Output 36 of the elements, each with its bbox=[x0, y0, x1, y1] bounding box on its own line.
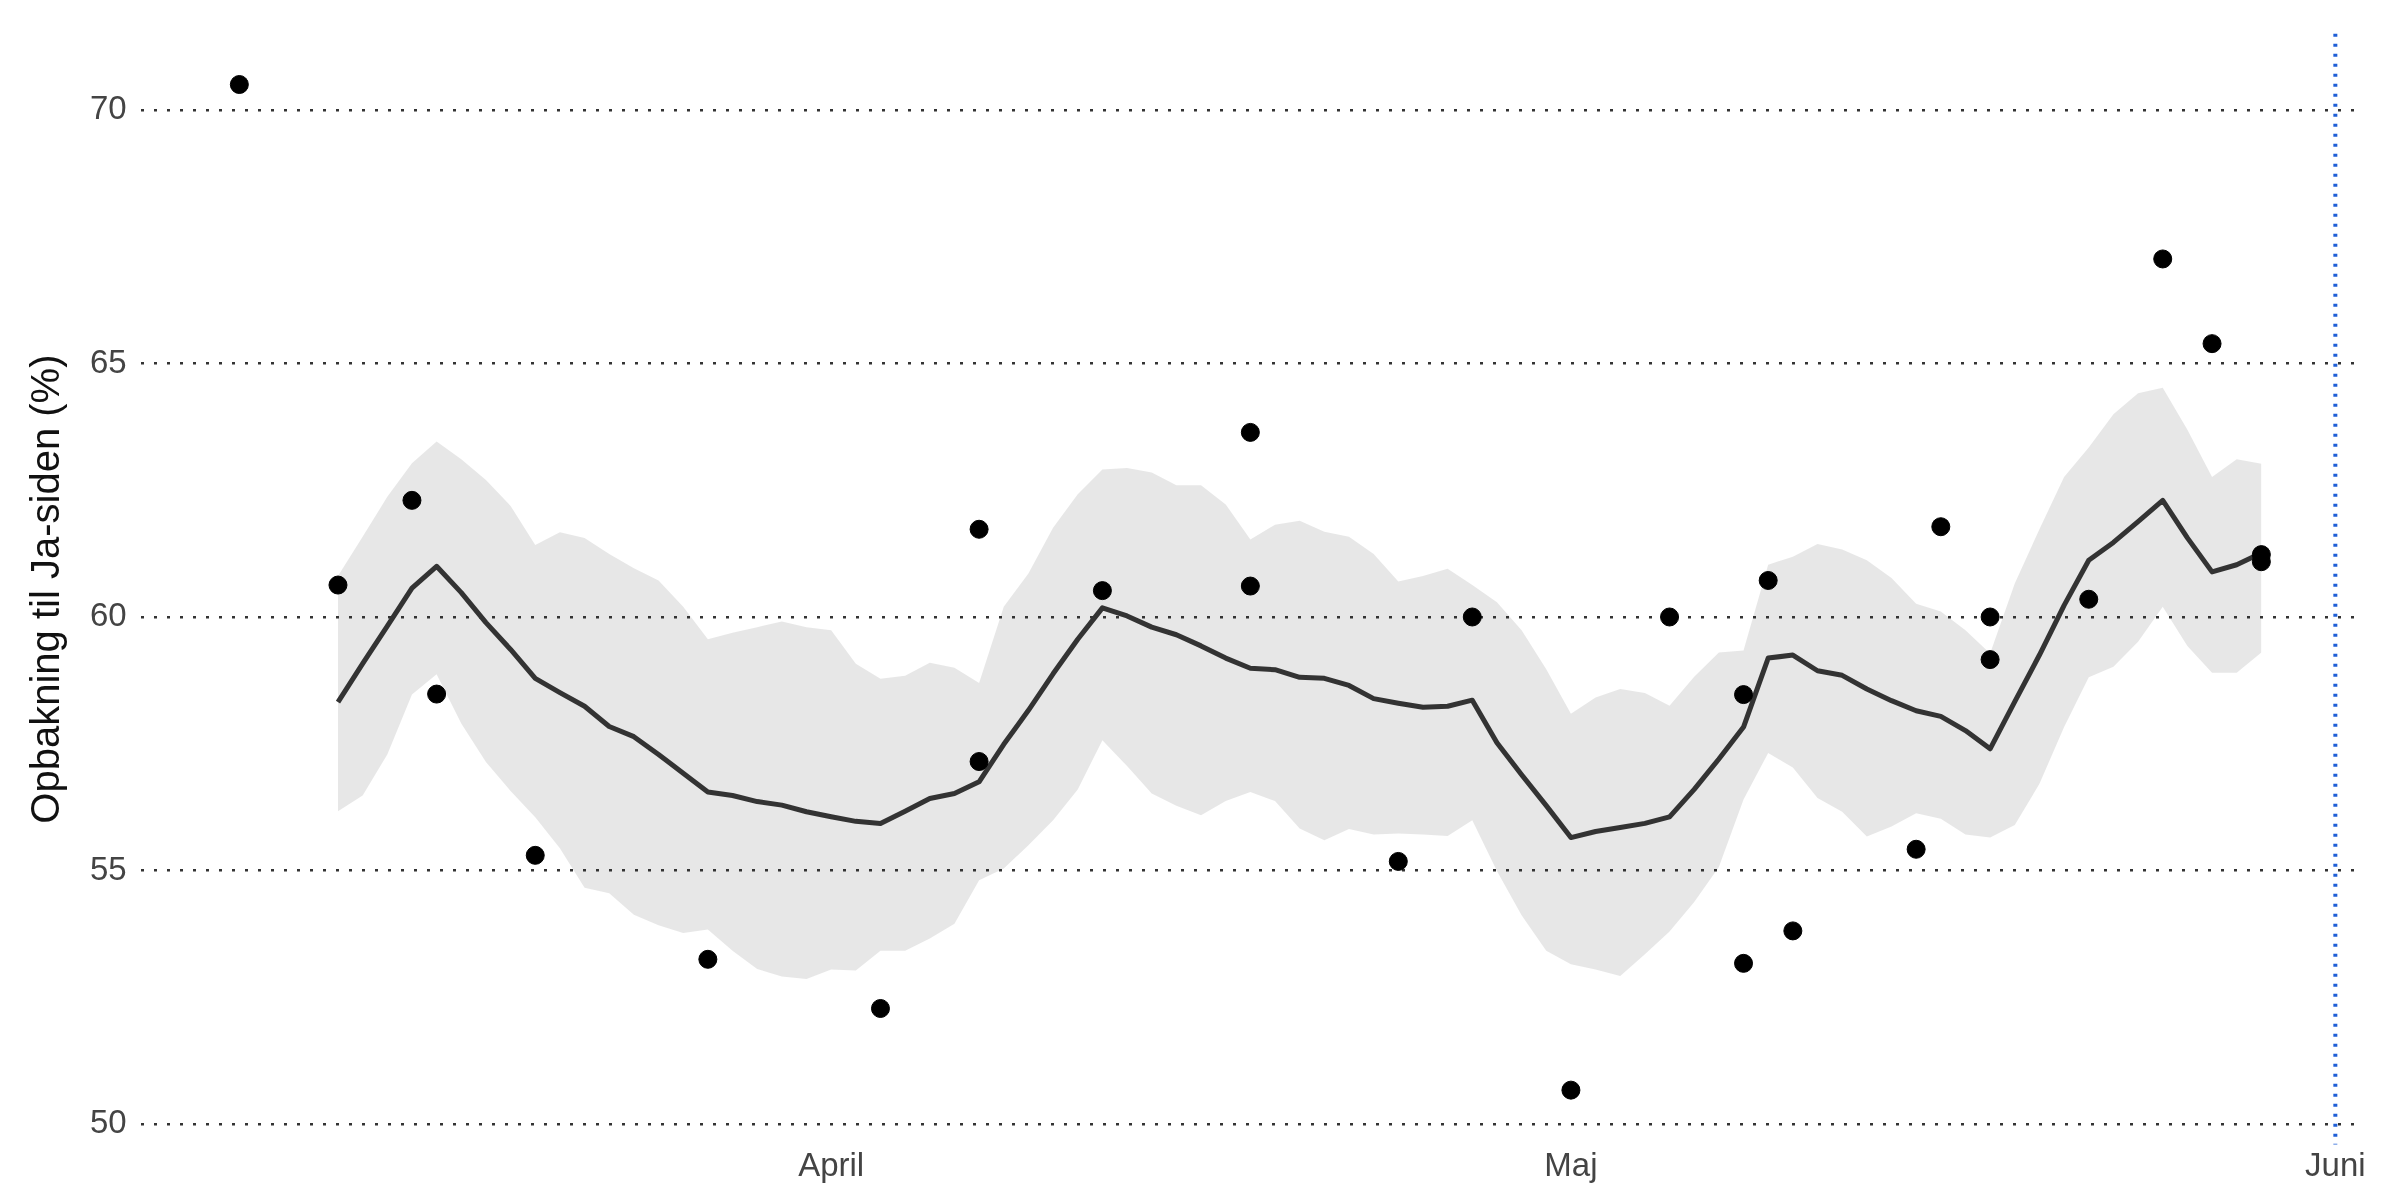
point bbox=[1092, 581, 1112, 601]
point bbox=[1561, 1080, 1581, 1100]
point bbox=[1240, 422, 1260, 442]
point bbox=[427, 684, 447, 704]
point bbox=[1783, 921, 1803, 941]
x-tick-label: April bbox=[798, 1146, 865, 1184]
point bbox=[1931, 517, 1951, 537]
y-tick-label: 55 bbox=[89, 849, 127, 887]
point bbox=[1734, 685, 1754, 705]
point bbox=[1388, 851, 1408, 871]
point bbox=[2079, 589, 2099, 609]
y-tick-label: 70 bbox=[89, 88, 127, 126]
point bbox=[525, 845, 545, 865]
point bbox=[328, 575, 348, 595]
x-tick-label: Maj bbox=[1544, 1146, 1598, 1184]
point bbox=[2202, 334, 2222, 354]
point bbox=[2153, 249, 2173, 269]
point bbox=[1980, 650, 2000, 670]
point bbox=[1240, 576, 1260, 596]
point bbox=[1734, 953, 1754, 973]
point bbox=[969, 752, 989, 772]
y-axis-title: Opbakning til Ja-siden (%) bbox=[23, 354, 68, 824]
point bbox=[1462, 607, 1482, 627]
point bbox=[402, 490, 422, 510]
point bbox=[1906, 839, 1926, 859]
point bbox=[1660, 607, 1680, 627]
y-tick-label: 60 bbox=[89, 596, 127, 634]
point bbox=[698, 949, 718, 969]
y-tick-label: 50 bbox=[89, 1103, 127, 1141]
point bbox=[969, 519, 989, 539]
point bbox=[870, 998, 890, 1018]
y-tick-label: 65 bbox=[89, 342, 127, 380]
point bbox=[1980, 607, 2000, 627]
x-tick-label: Juni bbox=[2305, 1146, 2366, 1184]
point bbox=[1758, 570, 1778, 590]
point bbox=[229, 75, 249, 95]
